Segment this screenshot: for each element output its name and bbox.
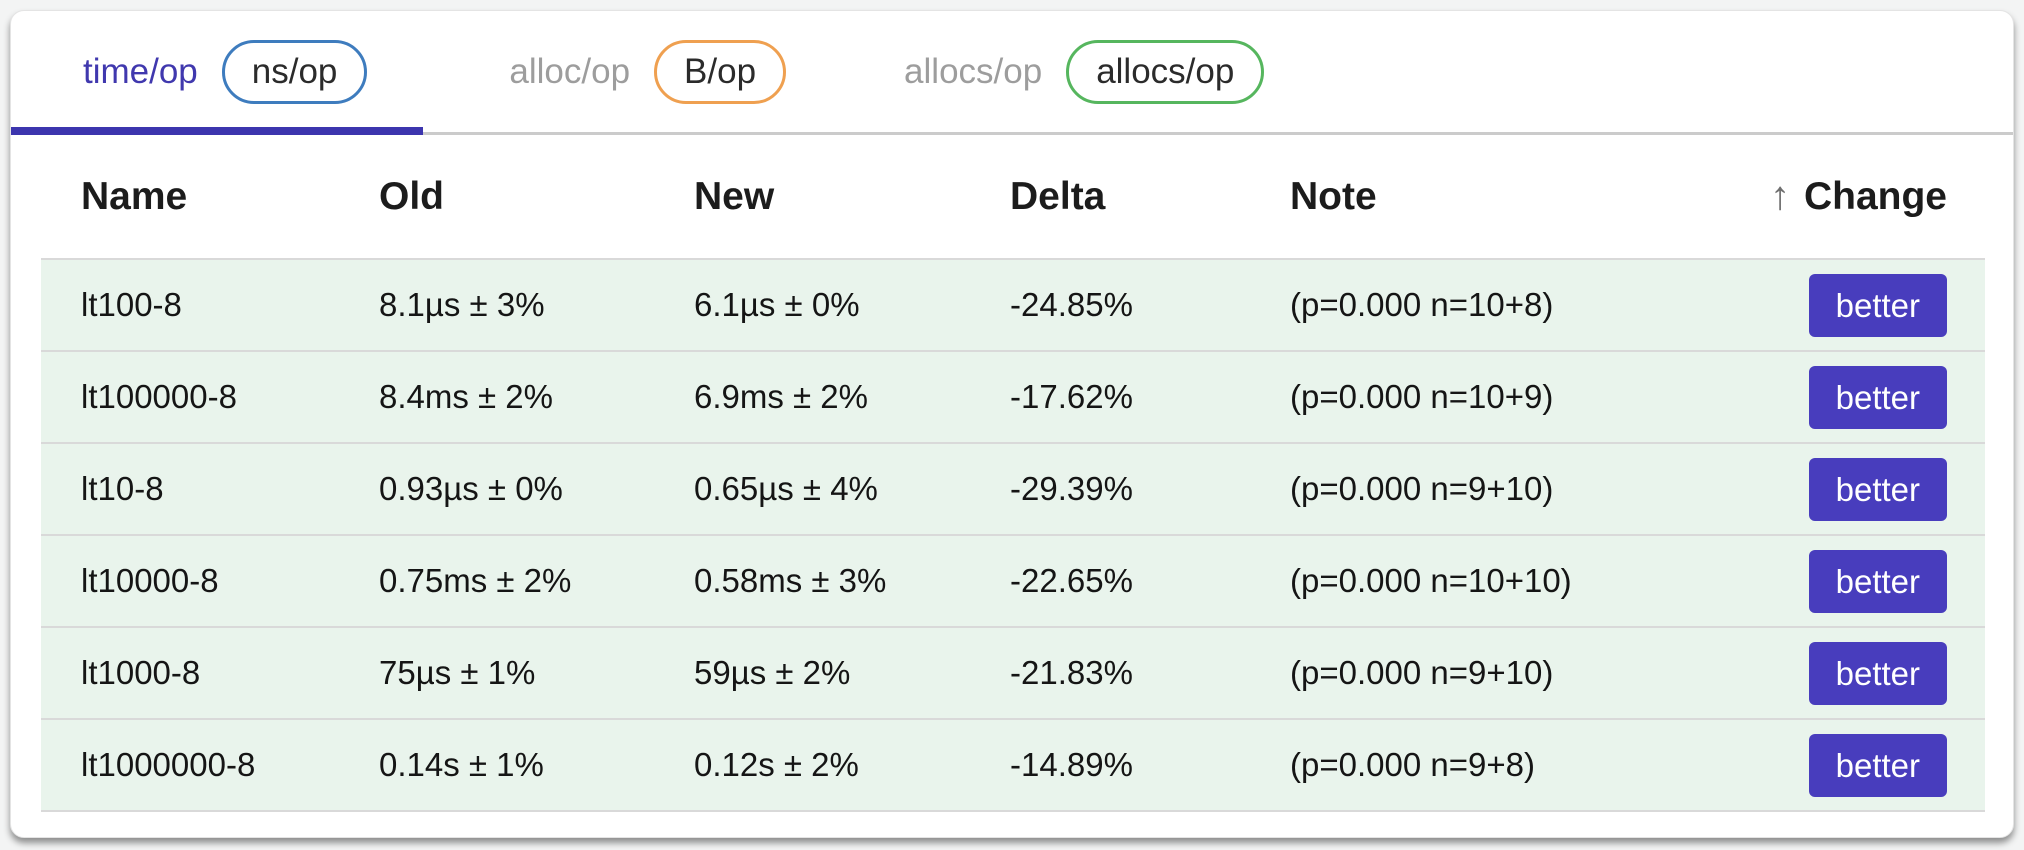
cell-change: better — [1748, 534, 1985, 627]
unit-pill-ns-op[interactable]: ns/op — [221, 39, 368, 104]
cell-delta: -14.89% — [970, 718, 1250, 812]
cell-name: lt1000-8 — [41, 626, 339, 719]
cell-old: 8.1µs ± 3% — [339, 258, 654, 351]
cell-change: better — [1748, 442, 1985, 535]
cell-old: 8.4ms ± 2% — [339, 350, 654, 443]
table-row: lt1000000-8 0.14s ± 1% 0.12s ± 2% -14.89… — [41, 718, 1985, 812]
status-badge: better — [1808, 641, 1947, 705]
table-row: lt10000-8 0.75ms ± 2% 0.58ms ± 3% -22.65… — [41, 534, 1985, 627]
cell-old: 0.93µs ± 0% — [339, 442, 654, 535]
tab-time-op-label: time/op — [83, 51, 198, 91]
unit-pill-allocs-op[interactable]: allocs/op — [1066, 39, 1265, 104]
cell-delta: -24.85% — [970, 258, 1250, 351]
cell-delta: -22.65% — [970, 534, 1250, 627]
tab-time-op[interactable]: time/op ns/op — [11, 11, 424, 135]
cell-new: 6.1µs ± 0% — [654, 258, 970, 351]
cell-new: 0.65µs ± 4% — [654, 442, 970, 535]
status-badge: better — [1808, 457, 1947, 521]
cell-note: (p=0.000 n=10+8) — [1250, 258, 1748, 351]
cell-name: lt100000-8 — [41, 350, 339, 443]
cell-old: 0.75ms ± 2% — [339, 534, 654, 627]
table-row: lt1000-8 75µs ± 1% 59µs ± 2% -21.83% (p=… — [41, 626, 1985, 719]
tab-allocs-op[interactable]: allocs/op allocs/op — [842, 11, 1320, 132]
cell-note: (p=0.000 n=9+10) — [1250, 626, 1748, 719]
cell-new: 0.12s ± 2% — [654, 718, 970, 812]
column-header-name[interactable]: Name — [41, 135, 339, 259]
cell-new: 59µs ± 2% — [654, 626, 970, 719]
cell-note: (p=0.000 n=9+8) — [1250, 718, 1748, 812]
cell-delta: -29.39% — [970, 442, 1250, 535]
column-header-change[interactable]: ↑ Change — [1748, 135, 1985, 259]
cell-old: 75µs ± 1% — [339, 626, 654, 719]
tab-alloc-op[interactable]: alloc/op B/op — [423, 11, 842, 132]
table-row: lt100-8 8.1µs ± 3% 6.1µs ± 0% -24.85% (p… — [41, 258, 1985, 351]
results-table-wrap: Name Old New Delta Note ↑ Change lt100-8 … — [11, 135, 2013, 812]
cell-change: better — [1748, 350, 1985, 443]
status-badge: better — [1808, 273, 1947, 337]
cell-note: (p=0.000 n=10+9) — [1250, 350, 1748, 443]
cell-note: (p=0.000 n=10+10) — [1250, 534, 1748, 627]
status-badge: better — [1808, 549, 1947, 613]
cell-old: 0.14s ± 1% — [339, 718, 654, 812]
column-header-old[interactable]: Old — [339, 135, 654, 259]
sort-ascending-icon: ↑ — [1769, 174, 1790, 218]
cell-change: better — [1748, 626, 1985, 719]
tab-allocs-op-label: allocs/op — [904, 51, 1043, 91]
status-badge: better — [1808, 365, 1947, 429]
cell-name: lt10000-8 — [41, 534, 339, 627]
status-badge: better — [1808, 733, 1947, 797]
column-header-delta[interactable]: Delta — [970, 135, 1250, 259]
unit-pill-b-op[interactable]: B/op — [654, 39, 787, 104]
cell-delta: -21.83% — [970, 626, 1250, 719]
cell-name: lt10-8 — [41, 442, 339, 535]
header-row: Name Old New Delta Note ↑ Change — [41, 135, 1985, 259]
cell-name: lt1000000-8 — [41, 718, 339, 812]
column-header-change-label: Change — [1803, 175, 1947, 218]
cell-delta: -17.62% — [970, 350, 1250, 443]
cell-name: lt100-8 — [41, 258, 339, 351]
metric-tabbar: time/op ns/op alloc/op B/op allocs/op al… — [11, 11, 2013, 135]
benchmark-results-card: time/op ns/op alloc/op B/op allocs/op al… — [10, 10, 2014, 838]
table-row: lt100000-8 8.4ms ± 2% 6.9ms ± 2% -17.62%… — [41, 350, 1985, 443]
results-table: Name Old New Delta Note ↑ Change lt100-8 … — [41, 135, 1985, 812]
cell-new: 0.58ms ± 3% — [654, 534, 970, 627]
cell-new: 6.9ms ± 2% — [654, 350, 970, 443]
column-header-note[interactable]: Note — [1250, 135, 1748, 259]
tab-alloc-op-label: alloc/op — [509, 51, 631, 91]
cell-note: (p=0.000 n=9+10) — [1250, 442, 1748, 535]
cell-change: better — [1748, 718, 1985, 812]
cell-change: better — [1748, 258, 1985, 351]
table-row: lt10-8 0.93µs ± 0% 0.65µs ± 4% -29.39% (… — [41, 442, 1985, 535]
column-header-new[interactable]: New — [654, 135, 970, 259]
